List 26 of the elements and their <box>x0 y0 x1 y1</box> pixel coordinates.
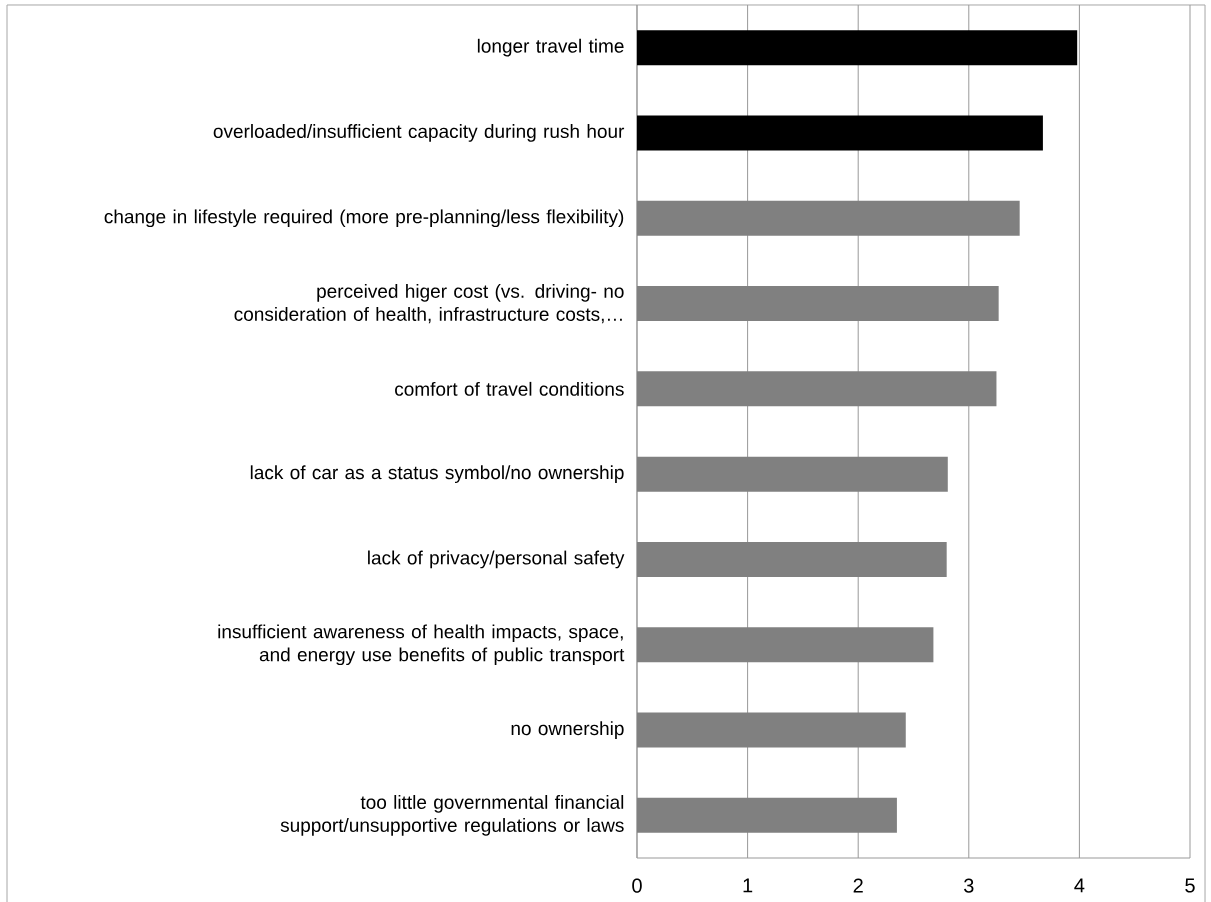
y-tick-label: overloaded/insufficient capacity during rush hour <box>213 124 625 142</box>
y-tick-label: longer travel time <box>477 38 624 57</box>
y-tick-label: insufficient awareness of health impacts, space, and energy use benefits of public transport <box>218 624 625 666</box>
x-tick-label: 2 <box>853 878 863 893</box>
bar <box>637 30 1078 66</box>
y-tick-label: lack of car as a status symbol/no ownership <box>250 465 624 484</box>
x-tick-label: 3 <box>964 878 974 893</box>
bar <box>637 456 948 492</box>
y-tick-label: no ownership <box>511 721 624 739</box>
bar <box>637 371 997 407</box>
x-tick-label: 1 <box>743 878 753 893</box>
y-tick-label: comfort of travel conditions <box>395 381 624 396</box>
y-tick-label: lack of privacy/personal safety <box>368 550 625 569</box>
bar <box>637 286 999 322</box>
bar <box>637 712 906 748</box>
y-tick-label: change in lifestyle required (more pre-planning/less flexibility) <box>104 209 624 228</box>
x-tick-label: 4 <box>1074 878 1085 893</box>
bar <box>637 797 897 833</box>
bar <box>637 200 1020 236</box>
bar <box>637 541 947 577</box>
y-tick-label: perceived higer cost (vs. driving- no consideration of health, infrastructure costs,… <box>234 283 624 324</box>
bar <box>637 627 934 663</box>
bar <box>637 115 1043 151</box>
x-tick-label: 0 <box>632 878 642 893</box>
y-tick-label: too little governmental financial support/unsupportive regulations or laws <box>280 795 624 836</box>
x-tick-label: 5 <box>1185 878 1195 893</box>
